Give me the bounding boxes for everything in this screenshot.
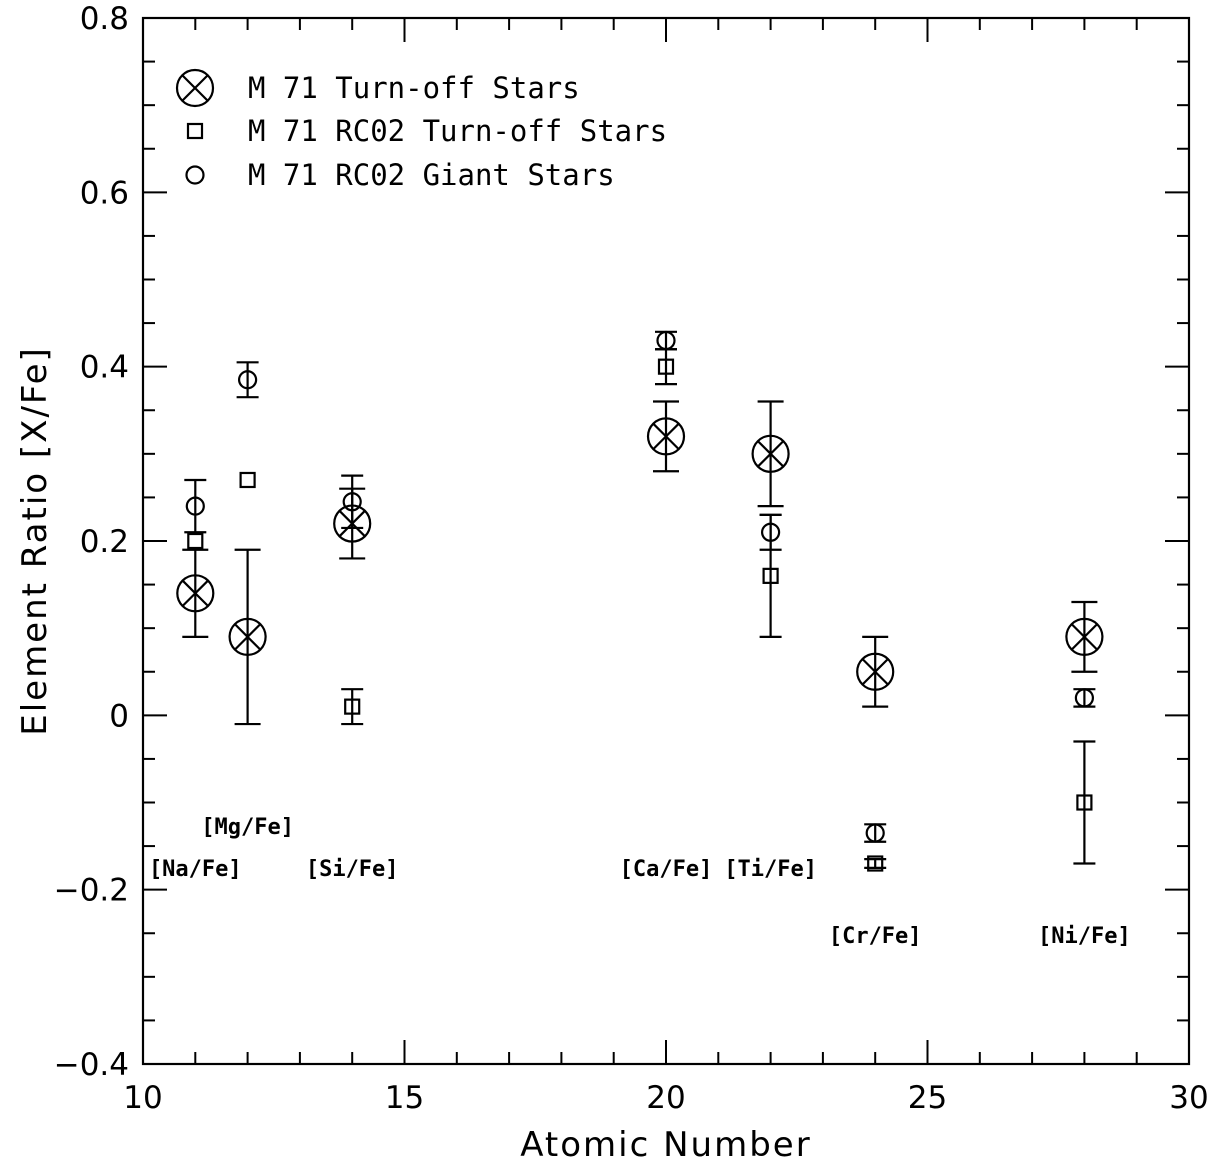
circle-point [760,522,781,542]
circle-cross-point [751,434,790,473]
element-annotation: [Na/Fe] [149,857,242,882]
x-tick-label: 15 [385,1080,424,1116]
circle-cross-point [1065,617,1104,656]
circle-cross-point [228,617,267,656]
square-point [239,471,256,489]
y-tick-label: 0.8 [80,1,129,37]
legend-marker-cross-b [181,74,209,102]
circle-point [185,496,205,516]
axis-tick-labels: 10 15 20 25 30 −0.4 −0.2 0 0.2 0.4 0.6 0.8 [54,1,1209,1116]
y-tick-label: 0 [109,698,129,734]
circle-cross-point-cross-b [861,658,889,686]
y-tick-label: −0.4 [54,1047,129,1083]
axis-ticks [142,17,1190,1065]
y-tick-label: 0.4 [80,350,129,386]
x-axis-label: Atomic Number [520,1125,811,1165]
legend-label: M 71 RC02 Giant Stars [248,158,615,192]
circle-cross-point-cross-b [652,422,680,450]
circle-cross-point-cross-b [181,579,209,607]
square-point [657,358,675,375]
circle-cross-point-cross-b [757,440,785,468]
legend-label: M 71 RC02 Turn-off Stars [248,114,667,148]
element-annotation: [Ni/Fe] [1038,924,1131,949]
square-point [762,567,779,584]
y-tick-label: 0.6 [80,175,129,211]
y-axis-label: Element Ratio [X/Fe] [15,346,55,736]
circle-cross-point-cross-b [1070,623,1098,651]
y-tick-label: −0.2 [54,873,129,909]
square-point [1076,794,1093,811]
x-tick-label: 20 [646,1080,685,1116]
legend-marker [185,165,205,185]
circle-cross-point [646,417,686,456]
legend-marker [175,68,215,108]
circle-point [1074,688,1095,708]
square-point [867,855,884,872]
element-annotation: [Si/Fe] [306,857,399,882]
element-annotation: [Ti/Fe] [724,857,817,882]
x-tick-label: 30 [1169,1080,1208,1116]
plot-frame [141,16,1191,1066]
circle-point [656,330,676,351]
element-annotations: [Na/Fe] [Mg/Fe] [Si/Fe] [Ca/Fe] [Ti/Fe] [Cr/F… [149,815,1131,949]
legend: M 71 Turn-off Stars M 71 RC02 Turn-off St… [175,68,667,192]
square-point [187,532,204,550]
circle-point [238,370,258,390]
circle-cross-point-cross-b [234,623,262,651]
legend-marker [186,122,204,140]
element-annotation: [Mg/Fe] [201,815,294,840]
circle-cross-point [176,574,215,613]
circle-point [342,492,362,512]
data-marks [176,330,1104,872]
y-tick-label: 0.2 [80,524,129,560]
square-point [344,698,361,715]
element-annotation: [Ca/Fe] [620,857,713,882]
element-annotation: [Cr/Fe] [829,924,922,949]
circle-cross-point [856,652,895,691]
x-tick-label: 25 [908,1080,947,1116]
x-tick-label: 10 [123,1080,162,1116]
legend-label: M 71 Turn-off Stars [248,71,580,105]
circle-point [865,823,885,843]
